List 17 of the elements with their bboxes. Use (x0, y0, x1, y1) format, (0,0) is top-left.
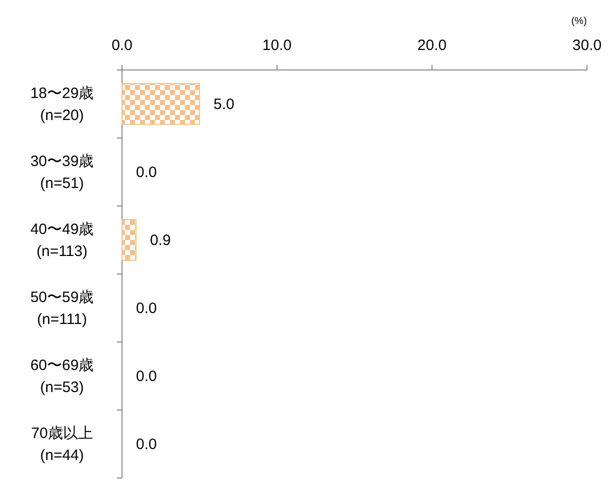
y-tick-label: 18〜29歳 (n=20) (30, 85, 94, 124)
y-tick-label: 60〜69歳 (n=53) (30, 357, 94, 396)
x-tick-label: 0.0 (112, 37, 132, 54)
data-label: 0.9 (150, 232, 171, 249)
data-label: 0.0 (136, 164, 157, 181)
data-label: 0.0 (136, 436, 157, 453)
x-tick-label: 20.0 (417, 37, 447, 54)
data-label: 0.0 (136, 300, 157, 317)
x-tick-label: 10.0 (262, 37, 292, 54)
y-tick-label: 50〜59歳 (n=111) (30, 289, 94, 328)
y-tick-label: 40〜49歳 (n=113) (30, 221, 94, 260)
y-tick-label: 30〜39歳 (n=51) (30, 153, 94, 192)
y-tick-label: 70歳以上 (n=44) (31, 425, 93, 464)
data-label: 0.0 (136, 368, 157, 385)
data-label: 5.0 (214, 96, 234, 113)
x-tick-label: 30.0 (572, 37, 602, 54)
x-axis-title: (%) (571, 16, 587, 27)
